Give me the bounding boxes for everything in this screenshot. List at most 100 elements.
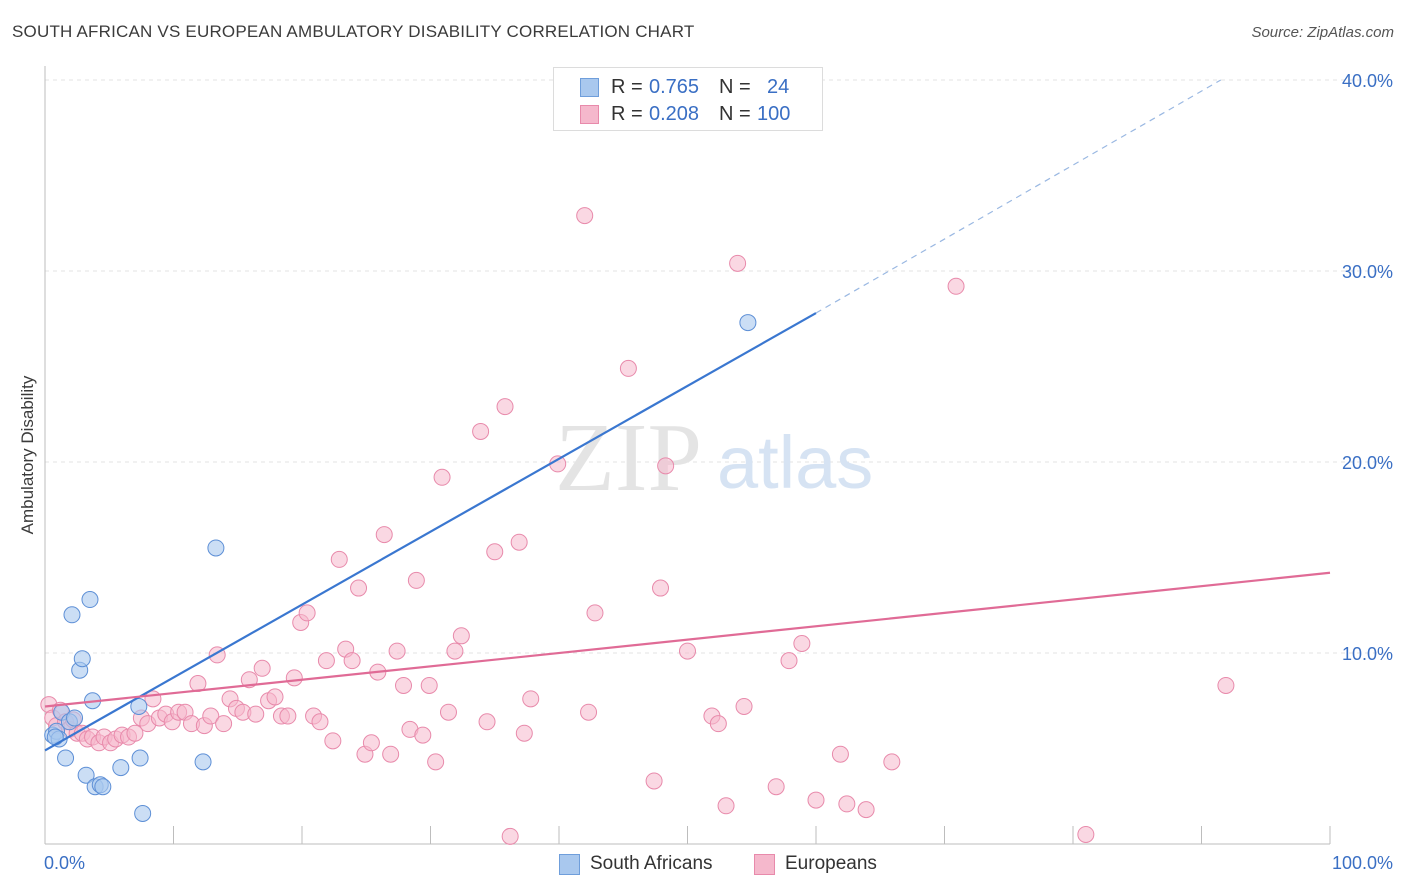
data-point-europeans	[735, 697, 753, 715]
data-point-europeans	[427, 753, 445, 771]
data-point-europeans	[439, 703, 457, 721]
data-point-europeans	[202, 707, 220, 725]
data-point-south-africans	[134, 804, 152, 822]
data-point-europeans	[501, 827, 519, 845]
data-point-europeans	[452, 627, 470, 645]
europeans-points	[40, 207, 1235, 845]
data-point-south-africans	[94, 778, 112, 796]
data-point-europeans	[679, 642, 696, 660]
y-tick-label: 40.0%	[1342, 71, 1393, 91]
data-point-europeans	[375, 526, 393, 544]
data-point-europeans	[343, 652, 361, 670]
data-point-europeans	[330, 550, 348, 568]
data-point-europeans	[253, 659, 271, 677]
data-point-europeans	[831, 745, 849, 763]
data-point-europeans	[433, 468, 451, 486]
data-point-south-africans	[131, 749, 149, 767]
watermark-zip: ZIP	[555, 404, 702, 512]
data-point-europeans	[247, 705, 265, 723]
data-point-europeans	[947, 277, 965, 295]
south-africans-swatch	[580, 77, 599, 97]
data-point-europeans	[298, 604, 316, 622]
europeans-swatch	[754, 853, 775, 875]
legend-label-south-africans: South Africans	[590, 853, 713, 874]
data-point-europeans	[382, 745, 400, 763]
data-point-europeans	[446, 642, 464, 660]
data-point-europeans	[414, 726, 432, 744]
data-point-europeans	[619, 359, 637, 377]
data-point-europeans	[645, 772, 663, 790]
data-point-europeans	[279, 707, 297, 725]
data-point-europeans	[486, 543, 504, 561]
data-point-europeans	[317, 652, 335, 670]
data-point-europeans	[767, 778, 785, 796]
data-point-europeans	[285, 669, 303, 687]
data-point-south-africans	[112, 759, 130, 777]
data-point-europeans	[657, 457, 675, 475]
data-point-south-africans	[66, 709, 84, 727]
data-point-south-africans	[130, 697, 148, 715]
data-point-europeans	[857, 801, 875, 819]
south-africans-points	[44, 314, 757, 822]
data-point-europeans	[807, 791, 825, 809]
data-point-europeans	[793, 634, 811, 652]
europeans-swatch	[580, 104, 599, 124]
legend-row-europeans: R = 0.208 N = 100	[580, 101, 790, 127]
n-label: N =	[719, 102, 751, 125]
data-point-south-africans	[739, 314, 757, 332]
data-point-south-africans	[77, 766, 95, 784]
n-label: N =	[719, 75, 751, 98]
n-value: 100	[757, 102, 791, 125]
data-point-europeans	[576, 207, 594, 225]
data-point-south-africans	[57, 749, 75, 767]
data-point-europeans	[580, 703, 598, 721]
data-point-south-africans	[73, 650, 91, 668]
data-point-europeans	[780, 652, 798, 670]
legend-row-south-africans: R = 0.765 N = 24	[580, 74, 789, 100]
data-point-europeans	[652, 579, 670, 597]
data-point-south-africans	[81, 591, 99, 609]
axes	[44, 66, 1331, 845]
n-value: 24	[767, 75, 790, 98]
data-point-europeans	[395, 676, 413, 694]
watermark-atlas: atlas	[717, 421, 873, 504]
data-point-europeans	[362, 734, 380, 752]
r-label: R =	[611, 75, 643, 98]
trendline-europeans	[44, 571, 1331, 708]
data-point-europeans	[883, 753, 901, 771]
trendlines	[44, 79, 1331, 752]
data-point-europeans	[472, 422, 490, 440]
data-point-europeans	[126, 724, 144, 742]
data-point-europeans	[420, 676, 438, 694]
tick-labels: 10.0% 20.0% 30.0% 40.0% 0.0% 100.0%	[44, 71, 1393, 873]
x-tick-label: 0.0%	[44, 853, 85, 873]
correlation-legend: R = 0.765 N = 24 R = 0.208 N = 100	[553, 67, 823, 131]
data-point-europeans	[709, 715, 727, 733]
legend-item-south-africans[interactable]: South Africans	[559, 852, 713, 876]
data-point-europeans	[717, 797, 735, 815]
chart-title: SOUTH AFRICAN VS EUROPEAN AMBULATORY DIS…	[12, 22, 695, 41]
r-value: 0.765	[649, 75, 700, 98]
data-point-europeans	[388, 642, 406, 660]
trendline-south-africans-extension	[815, 79, 1222, 314]
legend-label-europeans: Europeans	[785, 853, 877, 874]
data-point-europeans	[522, 690, 540, 708]
chart-source: Source: ZipAtlas.com	[1251, 24, 1394, 41]
data-point-europeans	[478, 713, 496, 731]
data-point-europeans	[729, 254, 747, 272]
data-point-europeans	[1077, 825, 1095, 843]
south-africans-swatch	[559, 853, 580, 875]
data-point-south-africans	[194, 753, 212, 771]
grid-lines	[45, 79, 1390, 654]
data-point-europeans	[311, 713, 329, 731]
legend-item-europeans[interactable]: Europeans	[754, 852, 877, 876]
data-point-europeans	[586, 604, 604, 622]
data-point-europeans	[496, 398, 514, 416]
data-point-europeans	[215, 715, 233, 733]
data-point-europeans	[515, 724, 533, 742]
data-point-south-africans	[63, 606, 81, 624]
data-point-europeans	[1217, 676, 1235, 694]
data-point-europeans	[838, 795, 856, 813]
r-label: R =	[611, 102, 643, 125]
